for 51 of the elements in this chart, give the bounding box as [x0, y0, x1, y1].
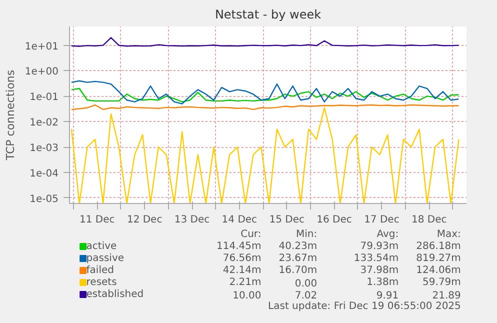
text: 10.00	[232, 290, 262, 302]
text: 23.67m	[278, 253, 318, 264]
text: 7.02	[294, 290, 318, 302]
line-series	[70, 80, 460, 104]
text: 133.54m	[354, 253, 399, 264]
y-tick-label: 1e+00	[24, 66, 59, 78]
text: Min:	[296, 229, 318, 240]
text: 21.89	[432, 290, 461, 302]
text: Cur:	[240, 229, 262, 240]
y-tick-label: 1e-04	[30, 168, 59, 180]
line-series	[70, 107, 460, 204]
text: 42.14m	[222, 265, 262, 276]
text: 124.06m	[416, 265, 461, 276]
x-tick-label: 16 Dec	[316, 214, 352, 226]
text: 0.00	[294, 278, 318, 290]
text: 37.98m	[360, 265, 399, 276]
legend-label: established	[86, 289, 144, 300]
legend-label: active	[86, 241, 117, 252]
x-tick-label: 11 Dec	[80, 214, 115, 226]
x-tick-label: 15 Dec	[269, 214, 304, 226]
chart-title: Netstat - by week	[214, 8, 322, 22]
line-series	[70, 88, 460, 102]
text: Last update: Fri Dec 19 06:55:00 2025	[268, 301, 461, 312]
text: 286.18m	[416, 241, 461, 252]
text: 114.45m	[216, 241, 262, 252]
legend-label: resets	[86, 277, 117, 288]
text: 79.93m	[360, 241, 399, 252]
text: 1.38m	[366, 277, 399, 288]
y-tick-label: 1e+01	[24, 41, 59, 52]
text: 16.70m	[278, 265, 318, 276]
text: 76.56m	[222, 253, 262, 264]
x-tick-label: 12 Dec	[126, 214, 162, 226]
y-tick-label: 1e-02	[30, 118, 59, 129]
x-tick-label: 18 Dec	[411, 214, 447, 226]
x-tick-label: 17 Dec	[364, 214, 400, 226]
text: 59.79m	[422, 277, 461, 288]
x-tick-label: 14 Dec	[222, 214, 258, 226]
text: Max:	[436, 229, 461, 240]
text: 819.27m	[416, 253, 461, 264]
text: 2.21m	[229, 277, 262, 288]
text: 9.91	[376, 290, 399, 302]
text: Avg:	[376, 229, 399, 240]
legend-label: passive	[86, 253, 124, 264]
y-axis-title: TCP connections	[4, 70, 17, 162]
text: 40.23m	[278, 241, 318, 252]
y-tick-label: 1e-01	[30, 92, 59, 104]
line-series	[70, 37, 460, 47]
y-tick-label: 1e-05	[30, 194, 59, 205]
legend-label: failed	[86, 265, 114, 276]
y-tick-label: 1e-03	[30, 143, 59, 154]
x-tick-label: 13 Dec	[174, 214, 210, 226]
